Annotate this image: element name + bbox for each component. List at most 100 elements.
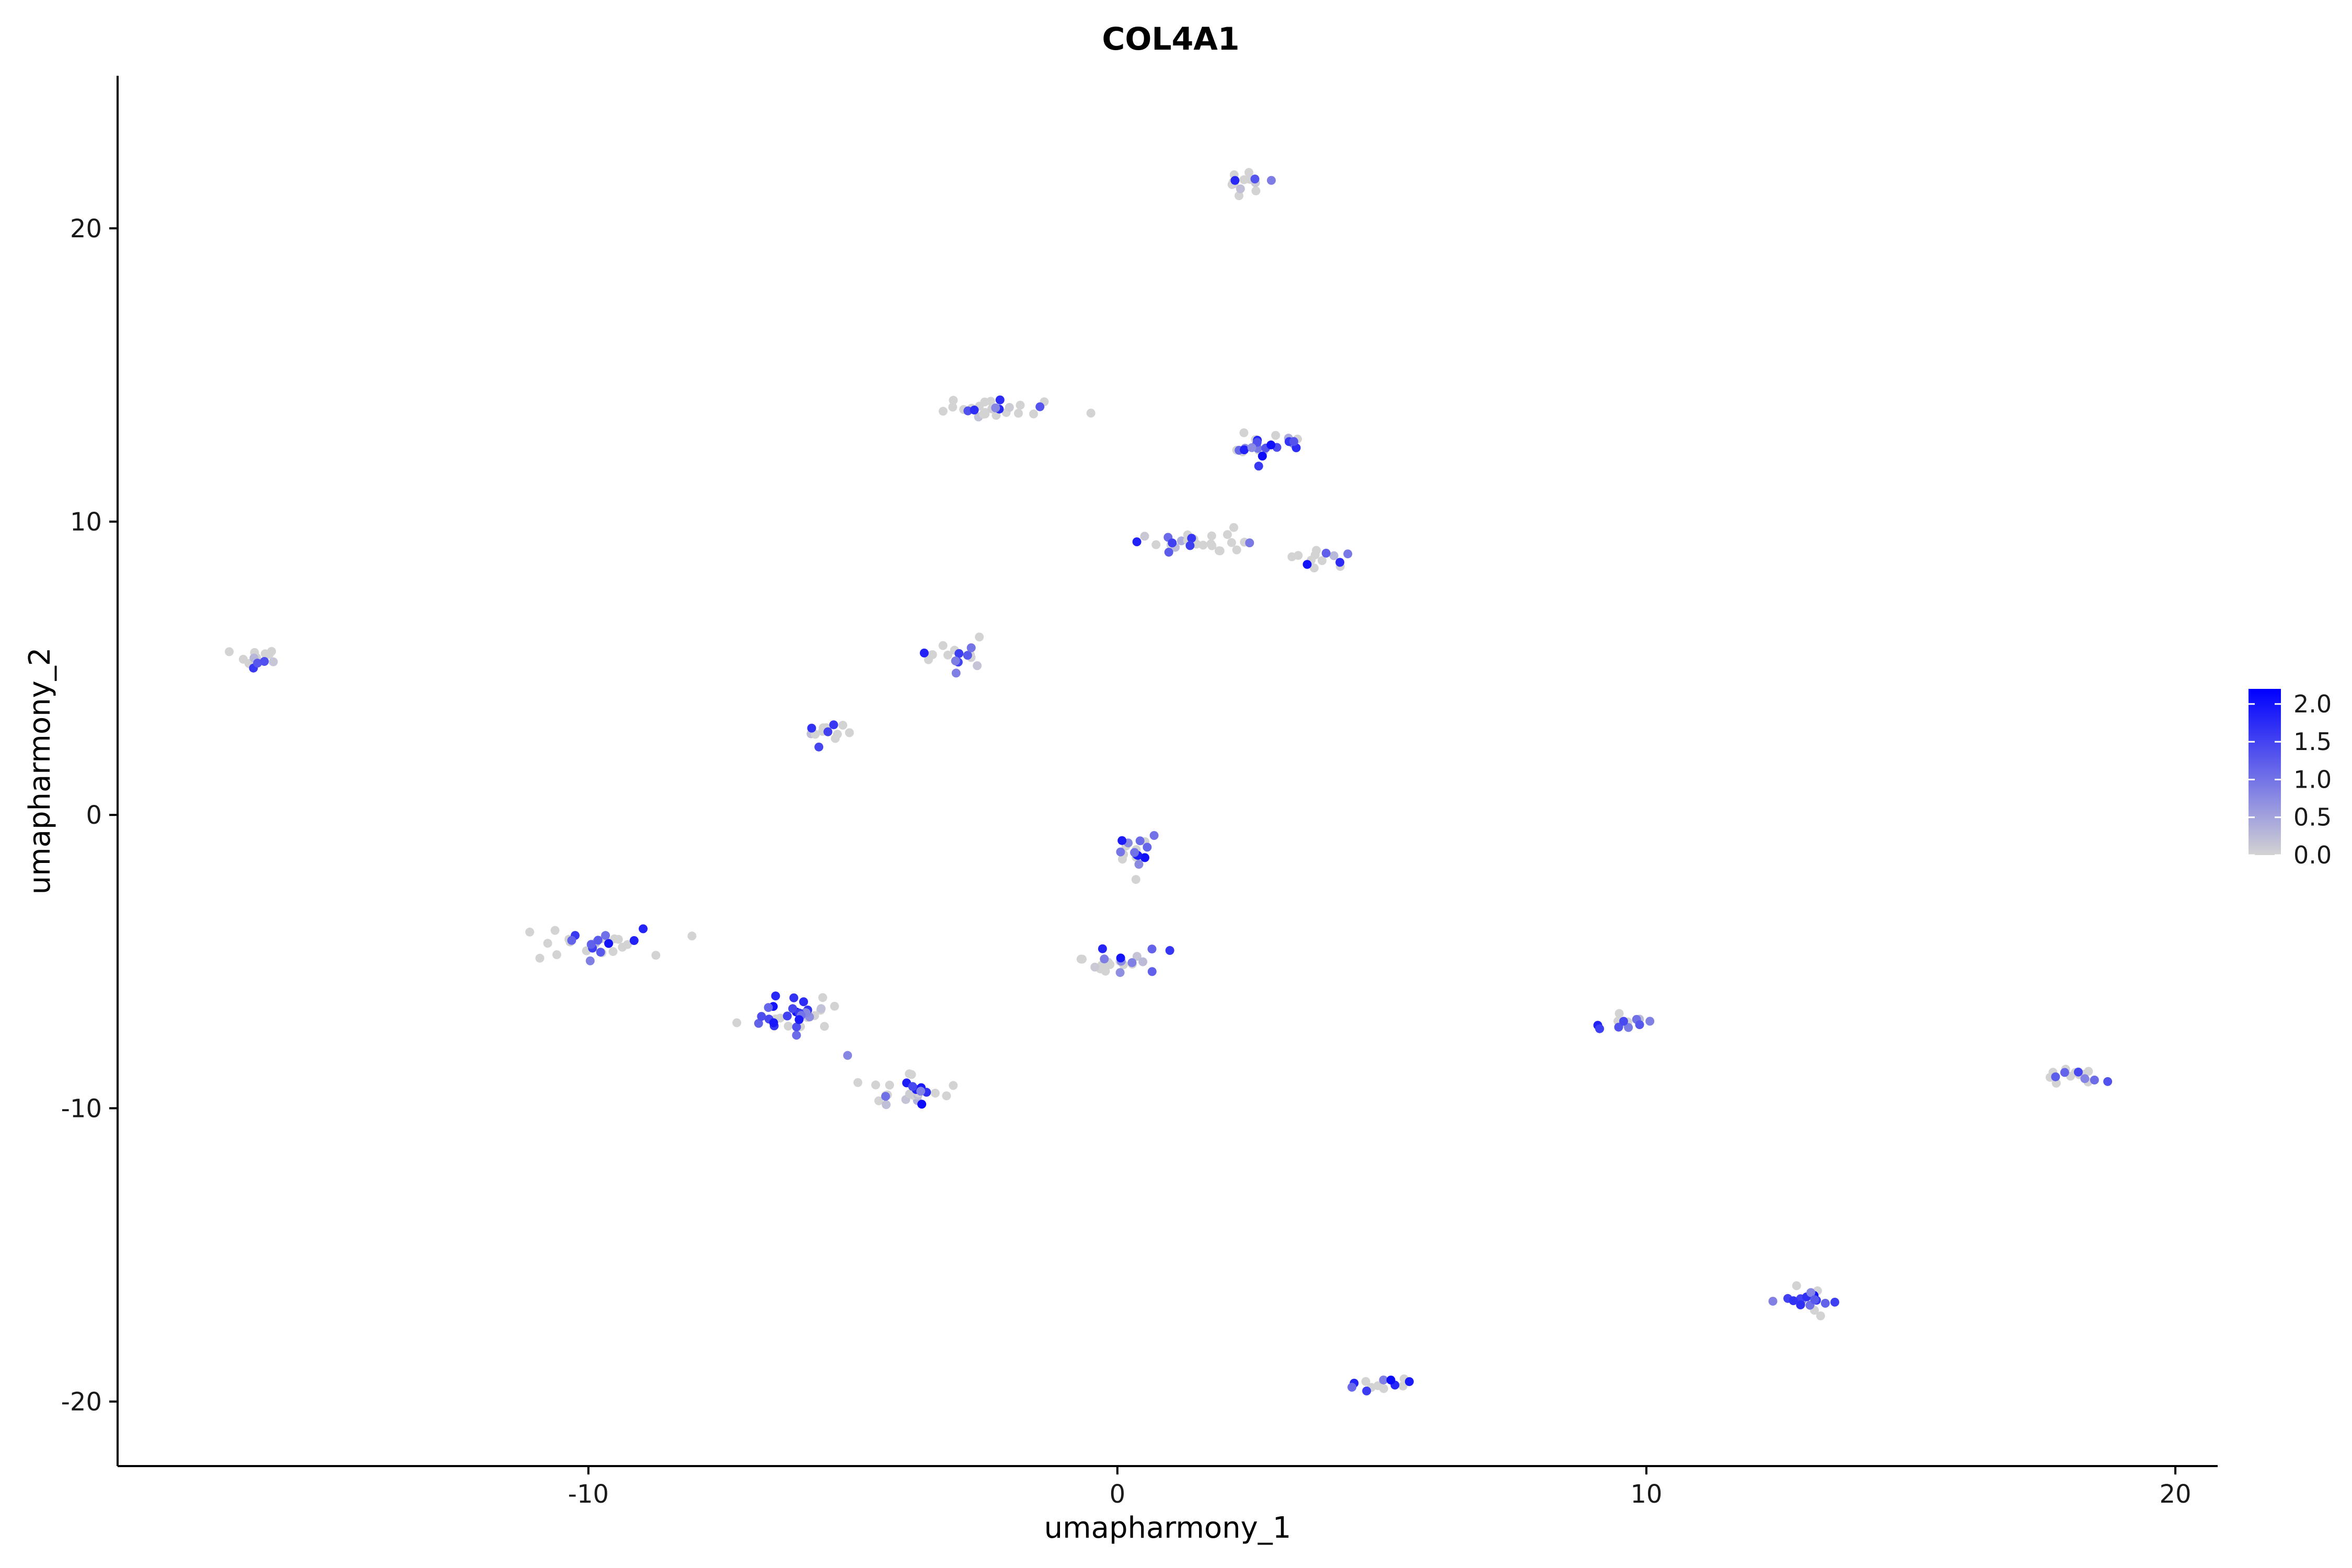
points-layer	[225, 168, 2113, 1396]
cell-point	[930, 1089, 940, 1098]
cell-point	[1230, 176, 1240, 185]
cell-point	[938, 407, 948, 416]
cell-point	[585, 956, 595, 965]
legend-tick-label: 2.0	[2293, 690, 2332, 718]
cell-point	[978, 410, 988, 419]
cell-point	[1138, 957, 1148, 966]
cell-point	[799, 997, 808, 1007]
cell-point	[1624, 1023, 1633, 1032]
cell-point	[604, 939, 613, 948]
cell-point	[1312, 546, 1321, 555]
cell-point	[818, 993, 827, 1002]
cell-point	[916, 1087, 926, 1096]
legend-tick-label: 0.0	[2293, 841, 2332, 869]
cell-point	[1789, 1296, 1798, 1306]
cell-point	[1362, 1386, 1371, 1396]
cell-point	[1816, 1311, 1825, 1321]
x-tick-label: 20	[2159, 1480, 2191, 1509]
cell-point	[1116, 847, 1125, 857]
cell-point	[687, 931, 697, 941]
cell-point	[871, 1080, 880, 1090]
cell-point	[614, 935, 623, 944]
cell-point	[905, 1089, 914, 1099]
cell-point	[1078, 954, 1087, 964]
cell-point	[917, 1100, 927, 1109]
cell-point	[1318, 556, 1327, 566]
cell-point	[1132, 537, 1142, 547]
cell-point	[1595, 1024, 1604, 1033]
cell-point	[823, 727, 833, 736]
cell-point	[1207, 531, 1216, 540]
cell-point	[1177, 536, 1186, 546]
cell-point	[1254, 462, 1263, 471]
cell-point	[2060, 1068, 2069, 1077]
cell-point	[831, 734, 840, 743]
cell-point	[820, 1022, 829, 1031]
cell-point	[885, 1080, 894, 1090]
cell-point	[853, 1078, 862, 1087]
cell-point	[1229, 523, 1238, 532]
cell-point	[1187, 534, 1196, 543]
cell-point	[1830, 1297, 1839, 1307]
cell-point	[1247, 443, 1256, 452]
cell-point	[1090, 962, 1100, 972]
x-ticks: -10 0 10 20	[568, 1466, 2192, 1509]
cell-point	[1271, 431, 1281, 440]
cell-point	[1245, 538, 1254, 548]
y-tick-label: -20	[61, 1388, 102, 1417]
cell-point	[732, 1018, 742, 1028]
cell-point	[1398, 1381, 1408, 1391]
cell-point	[1792, 1281, 1801, 1290]
cell-point	[1135, 836, 1145, 846]
cell-point	[543, 939, 552, 948]
cell-point	[782, 1011, 792, 1021]
cell-point	[260, 649, 270, 659]
cell-point	[942, 1091, 951, 1101]
cell-point	[525, 927, 534, 937]
cell-point	[1185, 541, 1195, 550]
legend-tick-label: 1.5	[2293, 728, 2332, 756]
legend-tick-label: 0.5	[2293, 803, 2332, 832]
cell-point	[1240, 445, 1249, 455]
cell-point	[2051, 1072, 2060, 1081]
cell-point	[1016, 400, 1025, 410]
cell-point	[639, 924, 648, 933]
cell-point	[2073, 1067, 2083, 1077]
cell-point	[1131, 875, 1140, 884]
cell-point	[986, 397, 995, 406]
cell-point	[1100, 954, 1109, 964]
cell-point	[1130, 848, 1139, 857]
cell-point	[794, 1015, 804, 1024]
cell-point	[783, 1021, 793, 1031]
cell-point	[951, 668, 961, 678]
y-tick-label: 10	[70, 508, 102, 537]
cell-point	[963, 651, 972, 660]
cell-point	[1098, 944, 1107, 953]
cell-point	[651, 951, 661, 960]
cell-point	[938, 641, 948, 650]
color-legend: 2.0 1.5 1.0 0.5 0.0	[2249, 689, 2332, 869]
cell-point	[882, 1100, 891, 1109]
y-tick-label: 20	[70, 214, 102, 244]
cell-point	[1329, 551, 1339, 560]
cell-point	[905, 1069, 914, 1078]
cell-point	[629, 936, 639, 945]
cell-point	[1132, 952, 1142, 961]
cell-point	[1287, 552, 1297, 561]
cell-point	[1266, 176, 1276, 185]
cell-point	[1127, 958, 1137, 967]
cell-point	[908, 1082, 917, 1091]
cell-point	[829, 720, 838, 730]
cell-point	[1116, 953, 1125, 963]
cell-point	[1302, 560, 1312, 569]
cell-point	[1140, 532, 1149, 541]
y-ticks: 20 10 0 -10 -20	[61, 214, 118, 1417]
cell-point	[792, 1031, 801, 1040]
cell-point	[949, 1081, 958, 1090]
cell-point	[975, 632, 984, 642]
cell-point	[1014, 409, 1023, 418]
cell-point	[1614, 1022, 1623, 1032]
color-legend-ticks: 2.0 1.5 1.0 0.5 0.0	[2249, 690, 2332, 869]
cell-point	[949, 396, 958, 405]
